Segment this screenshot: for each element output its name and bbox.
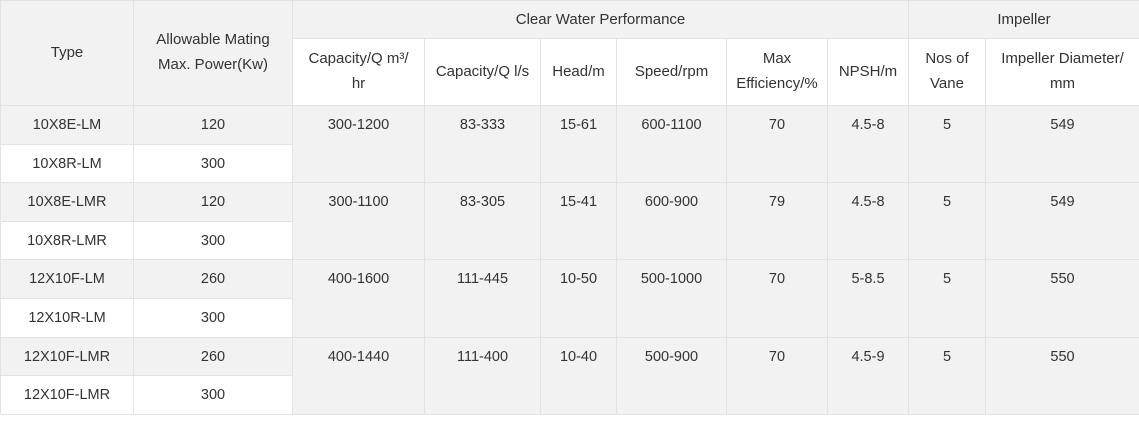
- header-capacity-m3hr: Capacity/Q m³/ hr: [292, 38, 425, 106]
- cell-impeller-diameter: 550: [984, 336, 1139, 415]
- cell-head: 10-40: [540, 336, 617, 415]
- header-group-impeller: Impeller: [907, 0, 1139, 39]
- table-row: 10X8E-LMR 120 300-1100 83-305 15-41 600-…: [0, 182, 1139, 261]
- cell-type: 10X8R-LMR: [0, 220, 134, 261]
- cell-nos-of-vane: 5: [908, 182, 986, 261]
- header-max-efficiency: Max Efficiency/%: [726, 38, 828, 106]
- header-sub-row: Capacity/Q m³/ hr Capacity/Q l/s Head/m …: [1, 38, 1139, 106]
- cell-max-efficiency: 79: [726, 182, 828, 261]
- cell-power: 300: [133, 143, 293, 184]
- table-row: 12X10F-LMR 300: [0, 375, 1139, 415]
- header-nos-of-vane: Nos of Vane: [908, 38, 986, 106]
- cell-nos-of-vane: 5: [908, 336, 986, 415]
- cell-type: 12X10R-LM: [0, 297, 134, 338]
- cell-type: 12X10F-LMR: [0, 336, 134, 377]
- cell-power: 300: [133, 375, 293, 415]
- cell-power: 120: [133, 182, 293, 222]
- cell-capacity-m3hr: 300-1100: [292, 182, 425, 261]
- cell-capacity-ls: 83-305: [424, 182, 541, 261]
- table-row: 12X10F-LMR 260 400-1440 111-400 10-40 50…: [0, 336, 1139, 415]
- cell-capacity-ls: 83-333: [424, 104, 541, 184]
- cell-max-efficiency: 70: [726, 259, 828, 338]
- table-row: 12X10F-LM 260 400-1600 111-445 10-50 500…: [0, 259, 1139, 338]
- cell-impeller-diameter: 550: [984, 259, 1139, 338]
- table-row: 10X8R-LM 300: [0, 143, 1139, 184]
- cell-power: 300: [133, 220, 293, 261]
- header-npsh: NPSH/m: [827, 38, 909, 106]
- cell-npsh: 4.5-8: [827, 104, 909, 184]
- header-allowable-power: Allowable Mating Max. Power(Kw): [133, 0, 293, 106]
- cell-head: 15-41: [540, 182, 617, 261]
- cell-power: 300: [133, 297, 293, 338]
- cell-npsh: 5-8.5: [827, 259, 909, 338]
- cell-type: 10X8E-LM: [0, 105, 134, 145]
- cell-max-efficiency: 70: [726, 336, 828, 415]
- cell-power: 120: [133, 105, 293, 145]
- header-type: Type: [0, 0, 134, 106]
- cell-type: 10X8R-LM: [0, 143, 134, 184]
- cell-npsh: 4.5-9: [827, 336, 909, 415]
- cell-capacity-m3hr: 400-1600: [292, 259, 425, 338]
- header-group-row: Type Allowable Mating Max. Power(Kw) Cle…: [0, 0, 1139, 106]
- header-capacity-ls: Capacity/Q l/s: [424, 38, 541, 106]
- cell-capacity-ls: 111-445: [424, 259, 541, 338]
- cell-impeller-diameter: 549: [984, 182, 1139, 261]
- cell-type: 12X10F-LM: [0, 259, 134, 299]
- cell-capacity-m3hr: 300-1200: [292, 104, 425, 184]
- cell-npsh: 4.5-8: [827, 182, 909, 261]
- cell-speed: 500-900: [616, 336, 727, 415]
- cell-max-efficiency: 70: [726, 104, 828, 184]
- header-head: Head/m: [540, 38, 617, 106]
- header-impeller-diameter: Impeller Diameter/ mm: [984, 38, 1139, 106]
- cell-head: 10-50: [540, 259, 617, 338]
- cell-type: 10X8E-LMR: [0, 182, 134, 222]
- table-row: 12X10R-LM 300: [0, 297, 1139, 338]
- cell-speed: 600-900: [616, 182, 727, 261]
- cell-impeller-diameter: 549: [984, 104, 1139, 184]
- table-row: 10X8E-LM 120 300-1200 83-333 15-61 600-1…: [0, 104, 1139, 184]
- cell-power: 260: [133, 259, 293, 299]
- cell-capacity-ls: 111-400: [424, 336, 541, 415]
- table-row: 10X8R-LMR 300: [0, 220, 1139, 261]
- cell-nos-of-vane: 5: [908, 104, 986, 184]
- cell-speed: 600-1100: [616, 104, 727, 184]
- cell-head: 15-61: [540, 104, 617, 184]
- cell-capacity-m3hr: 400-1440: [292, 336, 425, 415]
- header-group-clear-water-performance: Clear Water Performance: [292, 0, 909, 39]
- cell-power: 260: [133, 336, 293, 377]
- header-speed: Speed/rpm: [616, 38, 727, 106]
- cell-nos-of-vane: 5: [908, 259, 986, 338]
- cell-type: 12X10F-LMR: [0, 375, 134, 415]
- cell-speed: 500-1000: [616, 259, 727, 338]
